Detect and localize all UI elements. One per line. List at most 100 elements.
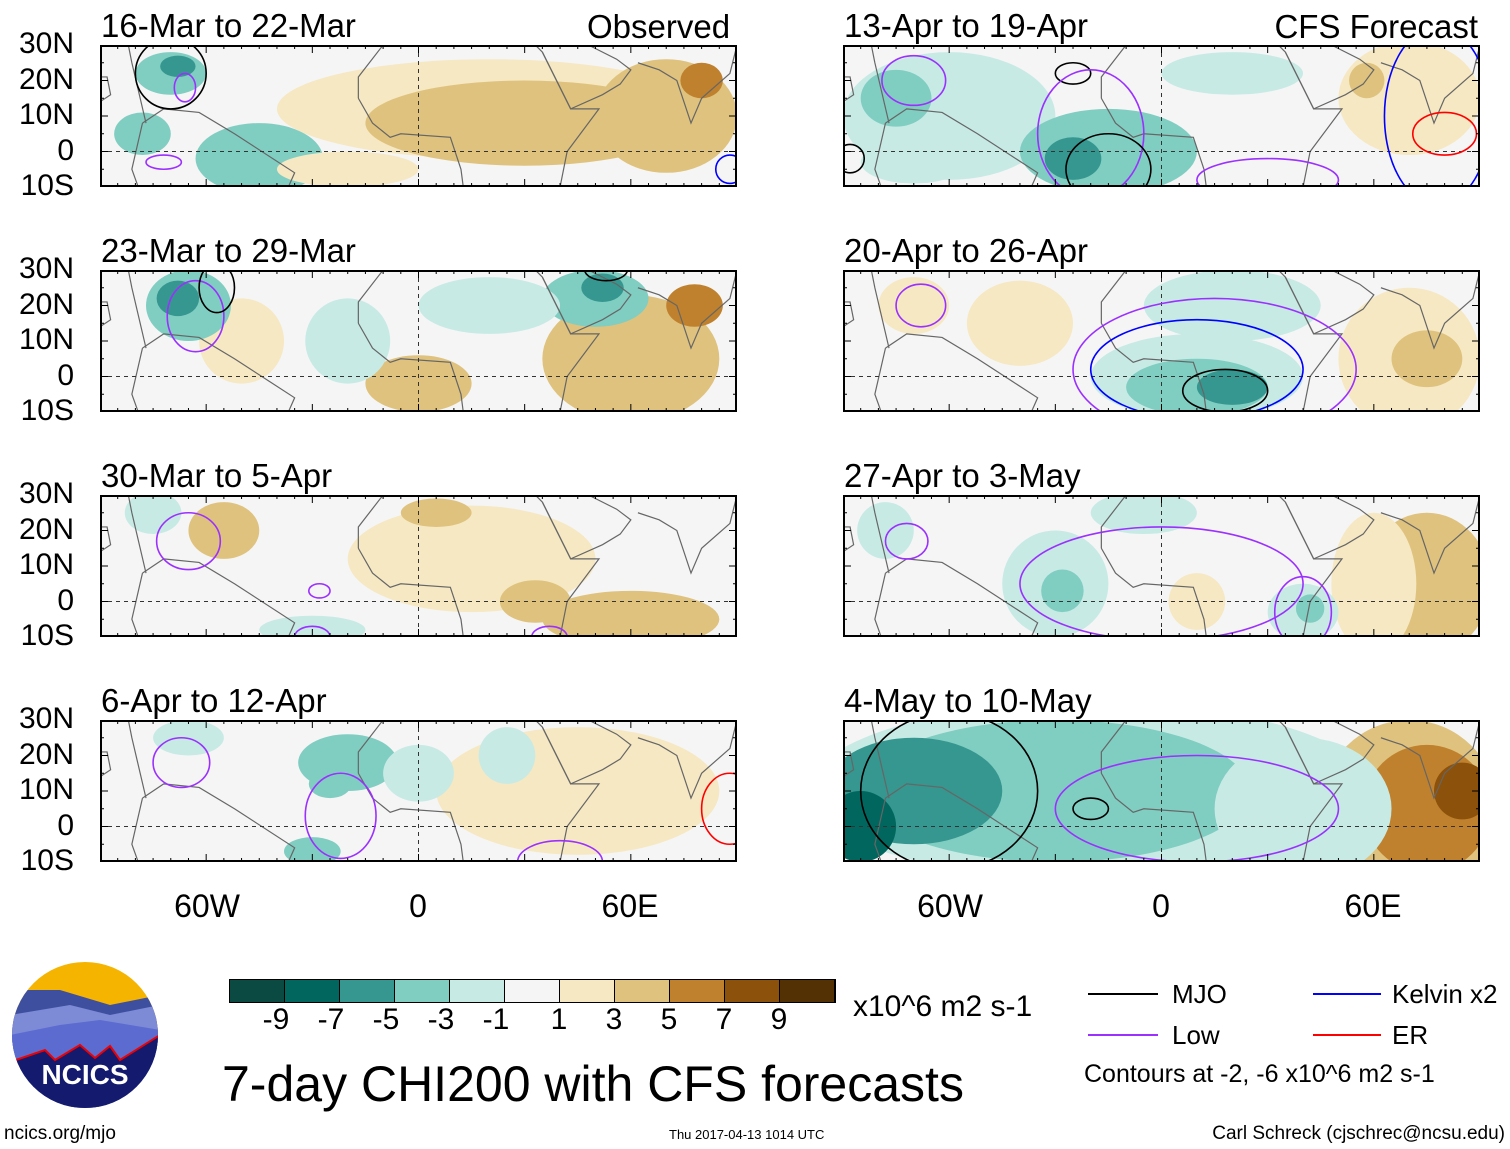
anomaly-shading	[308, 769, 352, 799]
lat-tick-label: 10N	[18, 98, 74, 131]
lat-tick-label: 0	[57, 583, 74, 617]
colorbar-swatch	[230, 980, 285, 1002]
anomaly-shading	[1391, 330, 1463, 388]
lat-tick-label: 30N	[18, 27, 74, 60]
lon-tick-label: 60W	[174, 888, 240, 924]
mjo-contour	[1072, 797, 1110, 821]
colorbar-tick: 1	[550, 1003, 568, 1036]
colorbar-swatch	[780, 980, 835, 1002]
anomaly-shading	[436, 727, 720, 855]
colorbar-swatch	[560, 980, 615, 1002]
coastline	[874, 783, 1039, 862]
lat-tick-label: 10S	[20, 619, 74, 652]
lat-tick-label: 20N	[18, 62, 74, 96]
mjo-contour	[1054, 61, 1092, 85]
low-contour	[1054, 754, 1340, 862]
anomaly-shading	[418, 277, 561, 334]
panel-title: 13-Apr to 19-Apr	[844, 7, 1088, 44]
anomaly-shading	[680, 62, 723, 99]
footer-url[interactable]: ncics.org/mjo	[4, 1123, 116, 1144]
colorbar-swatch	[615, 980, 670, 1002]
coastline	[1380, 45, 1480, 125]
lon-tick-label: 0	[409, 888, 427, 924]
coastline	[874, 108, 1039, 187]
coastline	[541, 270, 632, 335]
colorbar-tick: 3	[605, 1003, 623, 1036]
anomaly-shading	[188, 502, 260, 559]
anomaly-shading	[1161, 52, 1304, 95]
coastline	[131, 783, 296, 862]
coastline	[100, 720, 147, 799]
footer-credit: Carl Schreck (cjschrec@ncsu.edu)	[1212, 1123, 1505, 1144]
anomaly-shading	[305, 298, 391, 384]
panel-title: 20-Apr to 26-Apr	[844, 232, 1088, 269]
coastline	[357, 495, 601, 637]
lat-tick-label: 10N	[18, 773, 74, 806]
observed-label: Observed	[587, 8, 731, 45]
coastline	[1380, 720, 1480, 800]
coastline	[1100, 720, 1344, 862]
low-contour	[293, 625, 331, 637]
colorbar-swatch	[340, 980, 395, 1002]
coastline	[843, 495, 890, 574]
coastline	[100, 45, 147, 124]
coastline	[874, 558, 1039, 637]
anomaly-shading	[1143, 270, 1321, 341]
low-contour	[884, 522, 929, 560]
lat-tick-label: 10S	[20, 394, 74, 427]
lon-tick-label: 60E	[1344, 888, 1402, 924]
low-contour	[1196, 157, 1340, 187]
coastline	[637, 270, 737, 350]
low-line	[1088, 1034, 1158, 1036]
panel-title: 6-Apr to 12-Apr	[101, 682, 327, 719]
anomaly-shading	[857, 502, 914, 559]
coastline	[637, 720, 737, 800]
lat-tick-label: 30N	[18, 702, 74, 735]
anomaly-shading	[124, 495, 182, 535]
anomaly-shading	[666, 284, 723, 327]
map-panel	[100, 45, 737, 187]
lat-tick-label: 0	[57, 358, 74, 392]
low-contour	[1273, 575, 1333, 637]
coastline	[637, 495, 737, 575]
anomaly-shading	[114, 112, 171, 156]
low-contour	[155, 511, 222, 571]
coastline	[1284, 495, 1375, 560]
forecast-label: CFS Forecast	[1274, 8, 1478, 45]
mjo-line	[1088, 993, 1158, 995]
map-panel	[843, 720, 1480, 862]
lat-tick-label: 30N	[18, 252, 74, 285]
map-panel	[843, 45, 1480, 187]
coastline	[637, 45, 737, 125]
anomaly-shading	[860, 69, 932, 127]
legend-kelvin: Kelvin x2	[1392, 979, 1498, 1009]
er-contour	[700, 772, 737, 846]
anomaly-shading	[400, 498, 472, 527]
low-contour	[145, 154, 183, 171]
colorbar-tick: 5	[660, 1003, 678, 1036]
map-panel	[100, 270, 737, 412]
anomaly-shading	[276, 151, 419, 187]
anomaly-shading	[1044, 137, 1102, 180]
coastline	[541, 45, 632, 110]
footer-timestamp: Thu 2017-04-13 1014 UTC	[669, 1127, 825, 1142]
low-contour	[895, 283, 947, 328]
lat-tick-label: 30N	[18, 477, 74, 510]
lat-tick-label: 0	[57, 808, 74, 842]
lat-tick-label: 10S	[20, 844, 74, 877]
low-contour	[173, 72, 197, 103]
panel-title: 30-Mar to 5-Apr	[101, 457, 333, 494]
lat-tick-label: 20N	[18, 287, 74, 321]
colorbar-swatch	[450, 980, 505, 1002]
colorbar-swatch	[285, 980, 340, 1002]
anomaly-shading	[542, 590, 720, 637]
coastline	[1100, 495, 1344, 637]
anomaly-shading	[1196, 369, 1268, 405]
lat-tick-label: 10S	[20, 169, 74, 202]
er-line	[1313, 1034, 1381, 1036]
colorbar-tick: -1	[482, 1003, 510, 1036]
panel-title: 23-Mar to 29-Mar	[101, 232, 356, 269]
low-contour	[530, 625, 568, 637]
coastline	[1100, 45, 1344, 187]
coastline	[131, 333, 296, 412]
